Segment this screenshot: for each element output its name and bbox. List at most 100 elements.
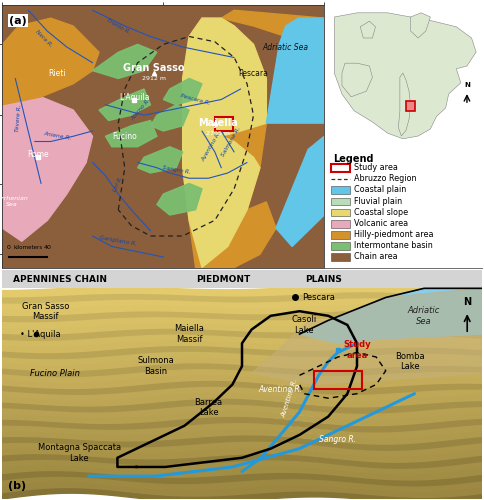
Polygon shape [2, 374, 482, 388]
Bar [331, 242, 349, 250]
Polygon shape [2, 316, 482, 328]
Text: Pescara: Pescara [302, 293, 335, 302]
Text: PIEDMONT: PIEDMONT [196, 274, 250, 283]
Text: Coastal plain: Coastal plain [354, 186, 407, 194]
Bar [331, 186, 349, 194]
Polygon shape [2, 368, 482, 382]
Polygon shape [300, 288, 482, 344]
Polygon shape [2, 422, 482, 438]
Text: Montagna Spaccata
Lake: Montagna Spaccata Lake [38, 444, 121, 463]
Polygon shape [137, 147, 182, 173]
Text: Gran Sasso: Gran Sasso [123, 63, 184, 73]
Polygon shape [398, 73, 410, 136]
Text: Barrea
Lake: Barrea Lake [195, 398, 223, 417]
Text: Rome: Rome [27, 150, 48, 159]
Bar [331, 209, 349, 216]
Text: Bomba
Lake: Bomba Lake [395, 352, 424, 372]
Polygon shape [202, 202, 276, 268]
Polygon shape [157, 184, 202, 215]
Text: (a): (a) [9, 16, 27, 26]
Text: Abruzzo Region: Abruzzo Region [354, 174, 417, 184]
Polygon shape [276, 136, 324, 246]
Polygon shape [2, 18, 99, 105]
Polygon shape [252, 288, 482, 384]
Text: Aventino R.: Aventino R. [281, 378, 299, 418]
Polygon shape [2, 334, 482, 346]
Polygon shape [2, 464, 482, 480]
Polygon shape [2, 340, 482, 352]
Text: Sulmona
Basin: Sulmona Basin [137, 356, 174, 376]
Polygon shape [221, 10, 324, 44]
Polygon shape [2, 398, 482, 413]
Text: Aventino R.: Aventino R. [201, 131, 222, 162]
Text: • L'Aquila: • L'Aquila [20, 330, 61, 338]
Polygon shape [92, 44, 157, 78]
Bar [331, 254, 349, 261]
Text: 0: 0 [7, 245, 11, 250]
Polygon shape [2, 351, 482, 364]
Polygon shape [360, 21, 376, 38]
Text: Garigliano R.: Garigliano R. [99, 236, 137, 247]
Polygon shape [2, 482, 482, 498]
Text: Pescara R.: Pescara R. [180, 93, 211, 106]
Text: 2795 m: 2795 m [206, 131, 230, 136]
Text: N: N [464, 82, 470, 88]
Bar [2, 270, 482, 288]
Text: Chain area: Chain area [354, 252, 398, 262]
Text: Adriatic Sea: Adriatic Sea [263, 42, 309, 51]
Polygon shape [2, 487, 482, 500]
Polygon shape [2, 356, 482, 370]
Polygon shape [2, 298, 482, 309]
Polygon shape [2, 322, 482, 334]
Text: Majella: Majella [198, 118, 238, 128]
Text: Fucino Plain: Fucino Plain [30, 368, 80, 378]
Polygon shape [2, 435, 482, 450]
Polygon shape [2, 453, 482, 468]
Text: Tronto R.: Tronto R. [106, 17, 131, 35]
Text: Tevere R.: Tevere R. [15, 104, 22, 132]
Bar [314, 371, 362, 389]
Polygon shape [2, 286, 482, 297]
Text: APENNINES CHAIN: APENNINES CHAIN [13, 274, 107, 283]
Text: Rieti: Rieti [48, 69, 66, 78]
Text: Volcanic area: Volcanic area [354, 219, 408, 228]
Polygon shape [2, 310, 482, 322]
Text: PLAINS: PLAINS [305, 274, 342, 283]
Polygon shape [410, 13, 430, 38]
Text: N: N [463, 296, 471, 306]
Polygon shape [334, 13, 476, 139]
Polygon shape [164, 78, 202, 105]
Text: Aventino R.: Aventino R. [258, 384, 302, 394]
Text: Adriatic
Sea: Adriatic Sea [408, 306, 440, 326]
Text: Study area: Study area [354, 163, 398, 172]
Polygon shape [2, 470, 482, 486]
Text: 40: 40 [44, 245, 51, 250]
Bar [406, 101, 415, 111]
Text: 2912 m: 2912 m [142, 76, 166, 81]
Polygon shape [2, 304, 482, 316]
Polygon shape [2, 448, 482, 462]
Polygon shape [2, 441, 482, 456]
Polygon shape [106, 120, 157, 147]
Polygon shape [182, 123, 260, 268]
Polygon shape [342, 63, 373, 97]
Polygon shape [2, 476, 482, 492]
Polygon shape [2, 380, 482, 394]
Text: Casoli
Lake: Casoli Lake [292, 316, 317, 334]
Polygon shape [2, 404, 482, 419]
Polygon shape [182, 18, 266, 136]
Text: Hilly-piedmont area: Hilly-piedmont area [354, 230, 434, 239]
Bar [331, 231, 349, 238]
Polygon shape [2, 328, 482, 340]
Polygon shape [2, 292, 482, 303]
Text: (b): (b) [8, 480, 26, 490]
Polygon shape [2, 362, 482, 376]
Text: Fucino: Fucino [112, 132, 137, 141]
Text: Intermontane basin: Intermontane basin [354, 242, 433, 250]
Polygon shape [99, 89, 151, 120]
Polygon shape [182, 18, 266, 268]
Polygon shape [2, 458, 482, 474]
Text: Maiella
Massif: Maiella Massif [174, 324, 204, 344]
Polygon shape [2, 392, 482, 407]
Bar [331, 164, 349, 172]
